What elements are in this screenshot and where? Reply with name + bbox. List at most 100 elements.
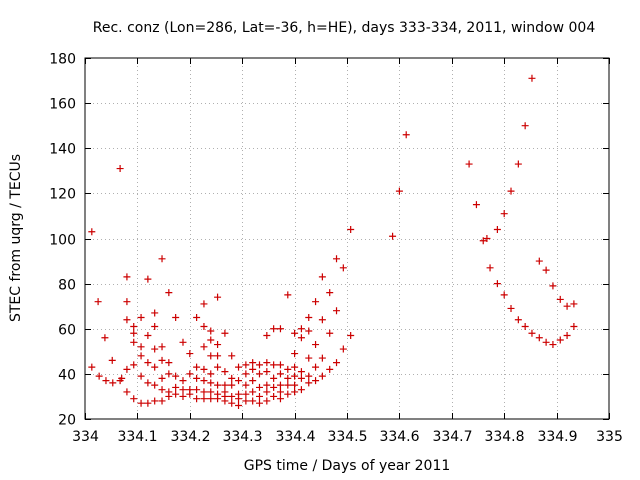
data-point: [102, 377, 110, 385]
data-point: [389, 232, 397, 240]
data-point: [305, 372, 313, 380]
data-point: [312, 298, 320, 306]
x-tick-labels: 334 334.1 334.2 334.3 334.4 334.5 334.6 334.7 33…: [72, 429, 623, 445]
data-point: [276, 325, 284, 333]
data-point: [339, 345, 347, 353]
y-tick-label: 180: [49, 52, 76, 68]
data-point: [549, 282, 557, 290]
data-point: [207, 379, 215, 387]
data-point: [158, 356, 166, 364]
data-point: [333, 255, 341, 263]
data-point: [563, 332, 571, 340]
data-point: [123, 316, 131, 324]
data-point: [255, 383, 263, 391]
data-point: [326, 365, 334, 373]
data-point: [270, 392, 278, 400]
data-point: [483, 235, 491, 242]
y-tick-labels: 20 40 60 80 100 120 140 160 180: [49, 52, 76, 429]
data-point: [528, 329, 536, 337]
x-tick-label: 334.6: [379, 429, 419, 445]
data-point: [130, 322, 138, 330]
data-point: [144, 379, 152, 387]
y-tick-label: 100: [49, 233, 76, 249]
data-point: [333, 307, 341, 315]
data-point: [151, 345, 159, 353]
data-point: [200, 395, 208, 403]
data-point: [186, 350, 194, 358]
data-point: [228, 392, 236, 400]
data-point: [151, 322, 159, 330]
data-point: [118, 374, 126, 382]
data-point: [193, 363, 201, 371]
data-point: [144, 359, 152, 367]
y-tick-label: 60: [58, 323, 76, 339]
data-point: [297, 386, 305, 394]
data-point: [305, 354, 313, 362]
data-point: [130, 338, 138, 346]
y-tick-label: 40: [58, 368, 76, 384]
data-point: [151, 309, 159, 317]
data-point: [318, 354, 326, 362]
data-point: [297, 334, 305, 342]
data-point: [242, 381, 250, 389]
data-point: [297, 374, 305, 382]
data-point: [339, 264, 347, 272]
data-point: [276, 381, 284, 389]
data-point: [284, 374, 292, 382]
data-point: [479, 237, 487, 245]
data-point: [235, 395, 243, 403]
data-point: [172, 383, 180, 391]
x-tick-label: 334.5: [327, 429, 367, 445]
data-point: [249, 388, 257, 396]
x-axis-label: GPS time / Days of year 2011: [244, 458, 451, 474]
data-point: [312, 363, 320, 371]
data-point: [172, 390, 180, 398]
plot-frame: [84, 57, 610, 420]
data-point: [94, 298, 102, 306]
data-point: [137, 372, 145, 380]
data-point: [200, 365, 208, 373]
data-point: [242, 390, 250, 398]
data-point: [297, 325, 305, 333]
data-point: [179, 377, 187, 385]
data-point: [123, 273, 131, 281]
grid-lines: [85, 58, 609, 419]
data-point: [165, 359, 173, 367]
data-point: [109, 379, 117, 387]
data-point: [276, 361, 284, 369]
data-point: [200, 388, 208, 396]
data-point: [263, 381, 271, 389]
data-point: [312, 377, 320, 385]
data-point: [88, 228, 96, 236]
data-point: [276, 395, 284, 403]
data-point: [214, 352, 222, 360]
data-point: [151, 363, 159, 371]
data-point: [249, 359, 257, 367]
data-point: [270, 383, 278, 391]
data-point: [326, 329, 334, 337]
data-point: [297, 368, 305, 376]
data-point: [235, 377, 243, 385]
data-point: [535, 257, 543, 265]
data-point: [95, 372, 103, 380]
data-point: [207, 352, 215, 360]
x-tick-label: 334.2: [170, 429, 210, 445]
data-point: [228, 374, 236, 382]
data-point: [347, 225, 355, 233]
data-point: [88, 363, 96, 371]
data-point: [318, 316, 326, 324]
data-point: [291, 350, 299, 358]
data-point: [318, 273, 326, 281]
data-point: [291, 372, 299, 380]
data-point: [158, 386, 166, 394]
data-point: [255, 399, 263, 407]
data-point: [284, 381, 292, 389]
data-point: [207, 395, 215, 403]
data-point: [255, 361, 263, 369]
data-point: [200, 300, 208, 308]
data-point: [137, 343, 145, 351]
data-point: [514, 160, 522, 168]
data-point: [221, 397, 229, 405]
data-point: [542, 338, 550, 346]
